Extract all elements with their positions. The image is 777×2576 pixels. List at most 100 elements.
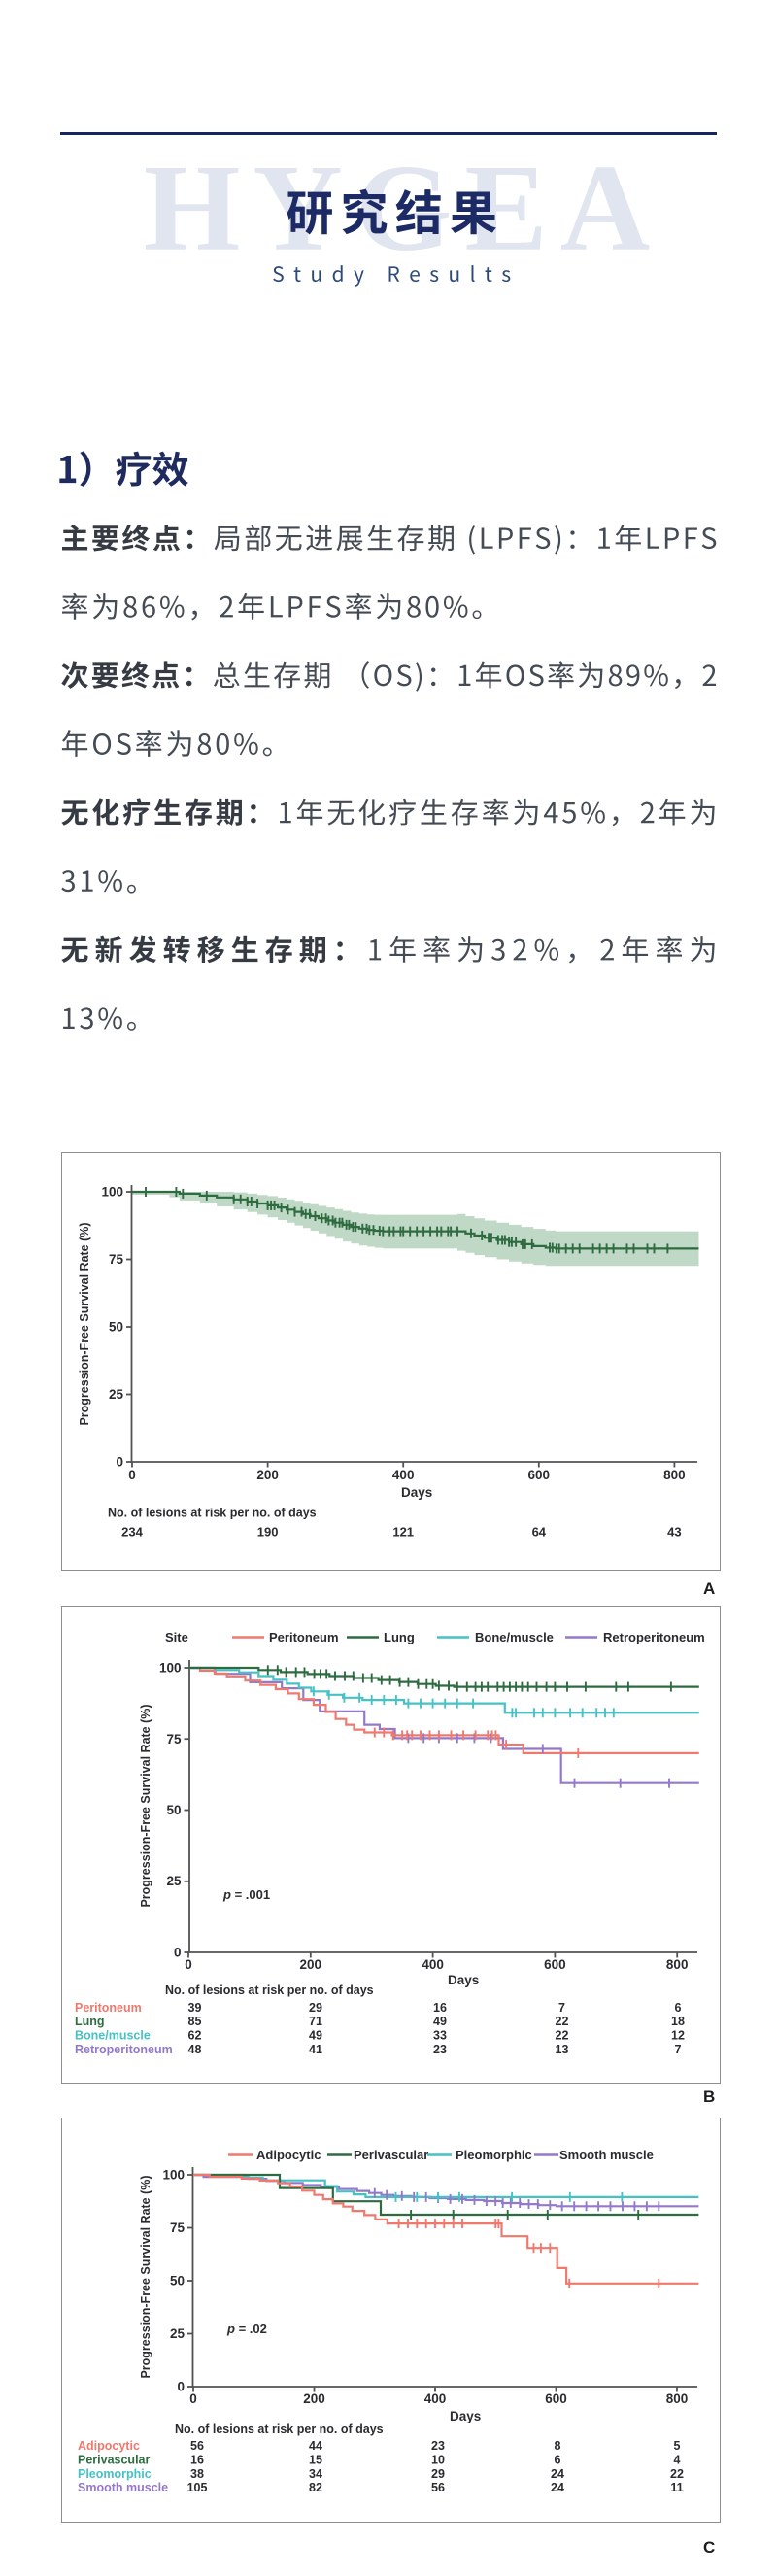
svg-text:0: 0 <box>177 2380 185 2394</box>
svg-text:Progression-Free Survival Rate: Progression-Free Survival Rate (%) <box>78 1222 91 1425</box>
svg-text:13: 13 <box>556 2043 569 2056</box>
svg-text:29: 29 <box>309 2001 322 2015</box>
svg-text:Smooth muscle: Smooth muscle <box>78 2481 168 2494</box>
svg-text:121: 121 <box>392 1525 414 1540</box>
svg-text:43: 43 <box>667 1525 681 1540</box>
svg-text:Lung: Lung <box>384 1630 415 1644</box>
svg-text:85: 85 <box>188 2015 202 2028</box>
svg-text:Lung: Lung <box>75 2015 105 2028</box>
svg-text:23: 23 <box>433 2043 447 2056</box>
svg-text:Peritoneum: Peritoneum <box>269 1630 339 1644</box>
svg-text:p = .001: p = .001 <box>222 1887 270 1902</box>
svg-text:Site: Site <box>165 1630 188 1644</box>
svg-text:Adipocytic: Adipocytic <box>256 2148 321 2162</box>
svg-text:0: 0 <box>174 1946 182 1960</box>
svg-text:800: 800 <box>666 2391 689 2406</box>
svg-text:15: 15 <box>309 2454 322 2467</box>
svg-text:7: 7 <box>558 2001 565 2015</box>
svg-text:Days: Days <box>448 1973 479 1987</box>
svg-text:600: 600 <box>544 1957 566 1972</box>
svg-text:50: 50 <box>170 2274 185 2288</box>
svg-text:44: 44 <box>309 2439 322 2453</box>
svg-text:50: 50 <box>109 1320 123 1335</box>
svg-text:22: 22 <box>670 2467 684 2481</box>
svg-text:25: 25 <box>170 2326 186 2341</box>
svg-text:Retroperitoneum: Retroperitoneum <box>75 2043 173 2056</box>
svg-text:100: 100 <box>162 2168 185 2183</box>
svg-text:4: 4 <box>674 2454 681 2467</box>
svg-text:Retroperitoneum: Retroperitoneum <box>603 1630 705 1644</box>
svg-text:Perivascular: Perivascular <box>354 2148 428 2162</box>
svg-text:8: 8 <box>555 2439 561 2453</box>
svg-text:No. of lesions at risk per no.: No. of lesions at risk per no. of days <box>108 1507 317 1520</box>
svg-text:0: 0 <box>189 2391 197 2406</box>
svg-text:18: 18 <box>671 2015 685 2028</box>
svg-text:11: 11 <box>670 2481 683 2494</box>
svg-text:p = .02: p = .02 <box>226 2322 267 2336</box>
svg-text:600: 600 <box>528 1468 551 1482</box>
svg-text:71: 71 <box>309 2015 322 2028</box>
svg-text:22: 22 <box>556 2015 569 2028</box>
svg-text:16: 16 <box>433 2001 447 2015</box>
svg-text:190: 190 <box>257 1525 279 1540</box>
svg-text:Bone/muscle: Bone/muscle <box>75 2029 151 2043</box>
svg-text:49: 49 <box>309 2029 322 2043</box>
svg-text:56: 56 <box>190 2439 204 2453</box>
svg-text:25: 25 <box>109 1387 124 1402</box>
svg-text:0: 0 <box>116 1455 123 1470</box>
svg-text:Pleomorphic: Pleomorphic <box>78 2467 152 2481</box>
svg-text:29: 29 <box>431 2467 445 2481</box>
svg-text:Days: Days <box>401 1485 432 1500</box>
svg-text:Progression-Free Survival Rate: Progression-Free Survival Rate (%) <box>139 1704 152 1907</box>
svg-text:38: 38 <box>190 2467 204 2481</box>
svg-text:50: 50 <box>166 1803 181 1817</box>
svg-text:800: 800 <box>663 1468 686 1482</box>
svg-text:Bone/muscle: Bone/muscle <box>475 1630 554 1644</box>
svg-text:22: 22 <box>556 2029 569 2043</box>
svg-text:Days: Days <box>450 2409 481 2423</box>
svg-text:Progression-Free Survival Rate: Progression-Free Survival Rate (%) <box>139 2175 152 2378</box>
svg-text:12: 12 <box>671 2029 685 2043</box>
svg-text:0: 0 <box>128 1468 136 1482</box>
svg-text:200: 200 <box>300 1957 322 1972</box>
svg-text:100: 100 <box>159 1661 182 1676</box>
svg-text:Pleomorphic: Pleomorphic <box>456 2148 532 2162</box>
svg-text:400: 400 <box>422 1957 444 1972</box>
svg-text:No. of lesions at risk per no.: No. of lesions at risk per no. of days <box>165 1983 374 1997</box>
svg-text:400: 400 <box>392 1468 415 1482</box>
svg-text:Perivascular: Perivascular <box>78 2454 150 2467</box>
svg-text:16: 16 <box>190 2454 204 2467</box>
svg-text:0: 0 <box>185 1957 192 1972</box>
svg-text:75: 75 <box>166 1732 182 1746</box>
svg-text:234: 234 <box>121 1525 143 1540</box>
svg-text:Peritoneum: Peritoneum <box>75 2001 142 2015</box>
svg-text:400: 400 <box>424 2391 447 2406</box>
svg-text:Smooth muscle: Smooth muscle <box>559 2148 654 2162</box>
svg-text:23: 23 <box>431 2439 445 2453</box>
svg-text:600: 600 <box>545 2391 567 2406</box>
svg-text:24: 24 <box>551 2481 564 2494</box>
svg-text:800: 800 <box>666 1957 689 1972</box>
svg-text:105: 105 <box>187 2481 208 2494</box>
svg-text:200: 200 <box>303 2391 325 2406</box>
svg-text:39: 39 <box>188 2001 202 2015</box>
svg-text:10: 10 <box>431 2454 445 2467</box>
svg-text:5: 5 <box>674 2439 681 2453</box>
svg-text:No. of lesions at risk per no.: No. of lesions at risk per no. of days <box>175 2423 384 2436</box>
svg-text:64: 64 <box>532 1525 547 1540</box>
svg-text:25: 25 <box>166 1874 182 1888</box>
svg-text:7: 7 <box>675 2043 682 2056</box>
svg-text:75: 75 <box>109 1252 124 1267</box>
svg-text:56: 56 <box>431 2481 445 2494</box>
svg-text:41: 41 <box>309 2043 322 2056</box>
svg-text:75: 75 <box>170 2220 186 2235</box>
svg-text:82: 82 <box>309 2481 322 2494</box>
svg-text:100: 100 <box>101 1185 123 1200</box>
svg-text:6: 6 <box>555 2454 561 2467</box>
svg-text:34: 34 <box>309 2467 322 2481</box>
svg-text:48: 48 <box>188 2043 202 2056</box>
svg-text:200: 200 <box>256 1468 279 1482</box>
svg-text:33: 33 <box>433 2029 447 2043</box>
svg-text:49: 49 <box>433 2015 447 2028</box>
svg-text:24: 24 <box>551 2467 564 2481</box>
